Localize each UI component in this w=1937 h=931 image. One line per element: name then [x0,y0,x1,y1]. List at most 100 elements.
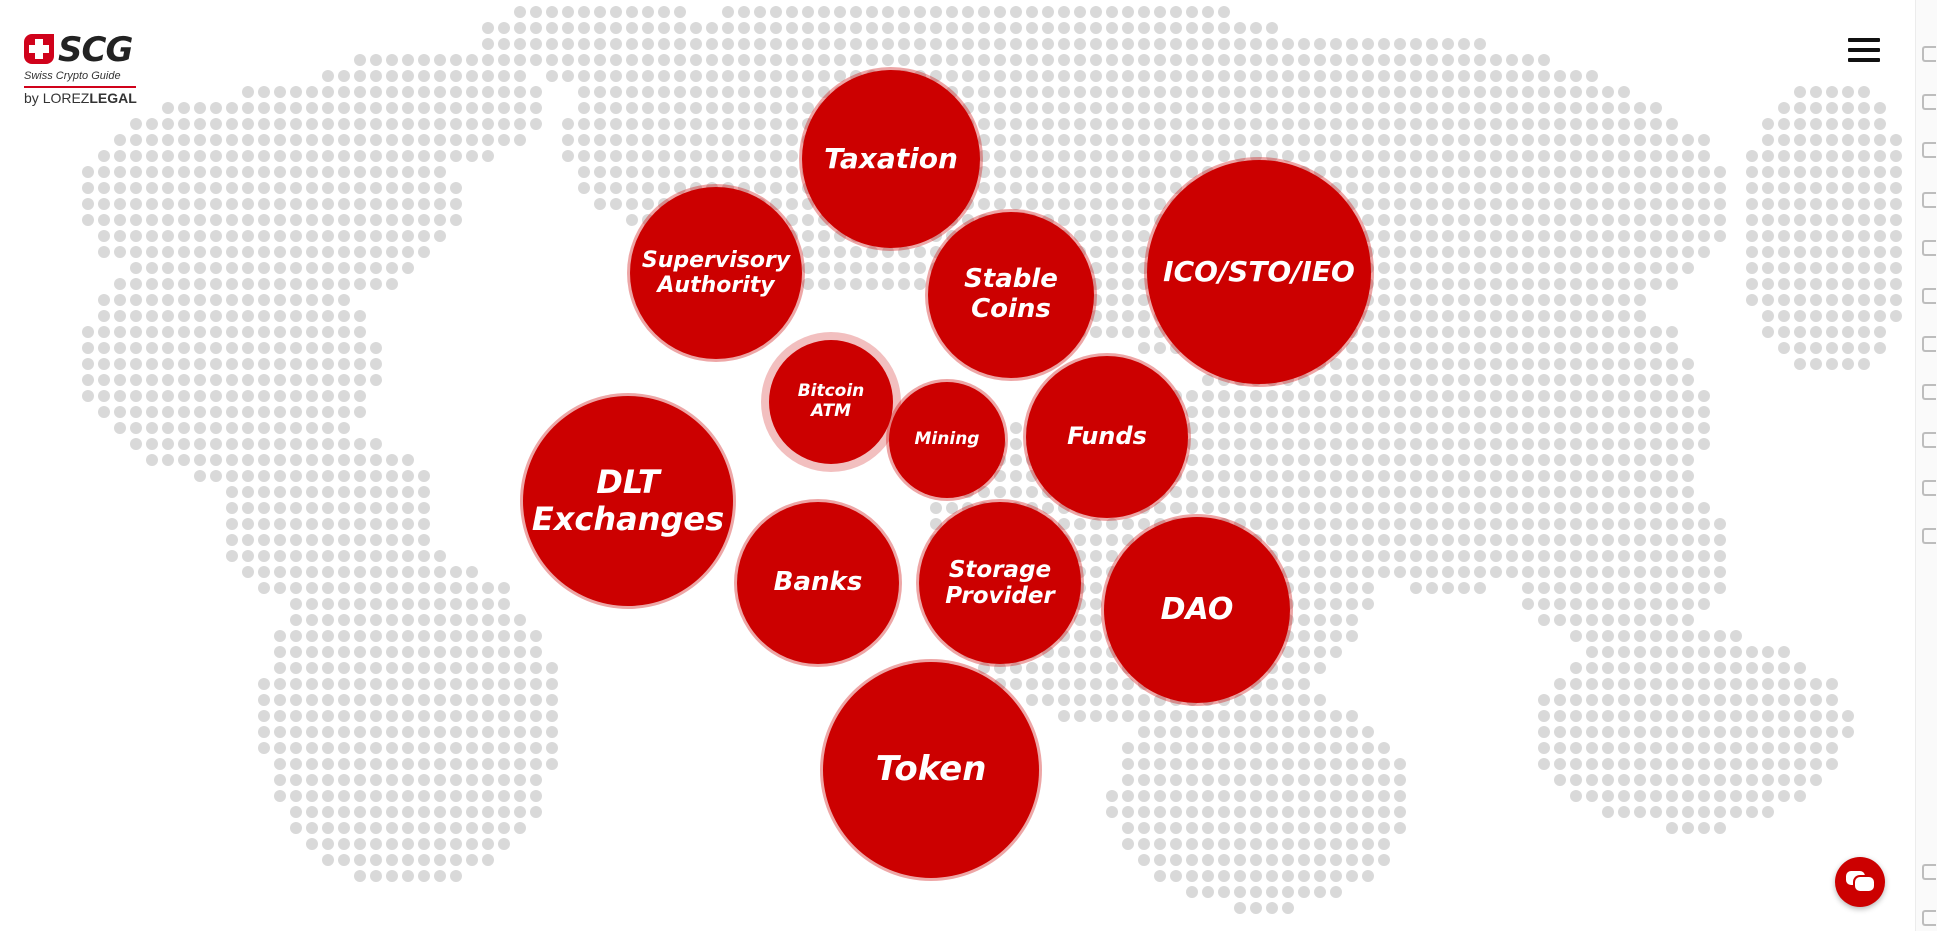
map-dot [1618,694,1630,706]
map-dot [290,118,302,130]
map-dot [706,118,718,130]
side-tool-icon[interactable] [1922,288,1936,304]
map-dot [1778,294,1790,306]
map-dot [386,246,398,258]
map-dot [354,710,366,722]
bubble-mining[interactable]: Mining [889,382,1005,498]
map-dot [162,438,174,450]
map-dot [1090,166,1102,178]
map-dot [1346,358,1358,370]
bubble-storage-provider[interactable]: Storage Provider [919,502,1081,664]
map-dot [338,390,350,402]
chat-bubbles-icon[interactable] [1835,857,1885,907]
side-tool-icon[interactable] [1922,910,1936,926]
map-dot [1682,774,1694,786]
map-dot [1330,534,1342,546]
map-dot [754,6,766,18]
bubble-ico-sto-ieo[interactable]: ICO/STO/IEO [1147,160,1371,384]
map-dot [1810,150,1822,162]
map-dot [1138,38,1150,50]
map-dot [1874,150,1886,162]
hamburger-menu-icon[interactable] [1848,38,1880,66]
map-dot [1602,438,1614,450]
map-dot [1106,6,1118,18]
side-tool-icon[interactable] [1922,528,1936,544]
map-dot [514,22,526,34]
map-dot [226,358,238,370]
map-dot [1250,790,1262,802]
map-dot [290,806,302,818]
map-dot [418,134,430,146]
map-dot [1202,806,1214,818]
map-dot [626,102,638,114]
map-dot [1362,342,1374,354]
map-dot [1330,86,1342,98]
bubble-supervisory-authority[interactable]: Supervisory Authority [630,187,802,359]
map-dot [1554,390,1566,402]
side-tool-icon[interactable] [1922,432,1936,448]
map-dot [978,150,990,162]
side-tool-icon[interactable] [1922,864,1936,880]
map-dot [1458,262,1470,274]
side-tool-icon[interactable] [1922,480,1936,496]
bubble-dlt-exchanges[interactable]: DLT Exchanges [523,396,733,606]
map-dot [1570,262,1582,274]
map-dot [1378,454,1390,466]
side-tool-icon[interactable] [1922,192,1936,208]
map-dot [1794,710,1806,722]
map-dot [642,166,654,178]
side-tool-icon[interactable] [1922,384,1936,400]
map-dot [1762,726,1774,738]
map-dot [1186,486,1198,498]
map-dot [1458,54,1470,66]
map-dot [418,86,430,98]
map-dot [1154,694,1166,706]
bubble-bitcoin-atm[interactable]: Bitcoin ATM [769,340,893,464]
side-tool-icon[interactable] [1922,142,1936,158]
map-dot [1026,694,1038,706]
map-dot [1202,726,1214,738]
map-dot [482,822,494,834]
bubble-token[interactable]: Token [823,662,1039,878]
map-dot [1714,534,1726,546]
map-dot [162,454,174,466]
bubble-banks[interactable]: Banks [737,502,899,664]
map-dot [258,502,270,514]
map-dot [1378,166,1390,178]
map-dot [818,22,830,34]
map-dot [418,246,430,258]
map-dot [1410,86,1422,98]
bubble-taxation[interactable]: Taxation [802,70,980,248]
side-tool-icon[interactable] [1922,46,1936,62]
bubble-stable-coins[interactable]: Stable Coins [928,212,1094,378]
map-dot [162,278,174,290]
map-dot [370,470,382,482]
map-dot [898,6,910,18]
side-tool-icon[interactable] [1922,240,1936,256]
map-dot [1522,150,1534,162]
map-dot [978,86,990,98]
map-dot [1074,22,1086,34]
map-dot [1186,742,1198,754]
map-dot [226,374,238,386]
map-dot [1346,774,1358,786]
map-dot [1570,406,1582,418]
map-dot [1538,582,1550,594]
site-logo[interactable]: SCG Swiss Crypto Guide by LOREZLEGAL [24,30,144,110]
map-dot [82,358,94,370]
bubble-dao[interactable]: DAO [1104,517,1290,703]
map-dot [338,150,350,162]
map-dot [1202,742,1214,754]
side-tool-icon[interactable] [1922,336,1936,352]
map-dot [242,310,254,322]
map-dot [1490,246,1502,258]
map-dot [1682,694,1694,706]
map-dot [1330,134,1342,146]
side-tool-icon[interactable] [1922,94,1936,110]
map-dot [1026,102,1038,114]
bubble-funds[interactable]: Funds [1026,356,1188,518]
map-dot [418,662,430,674]
map-dot [1538,614,1550,626]
map-dot [1634,582,1646,594]
map-dot [1794,134,1806,146]
